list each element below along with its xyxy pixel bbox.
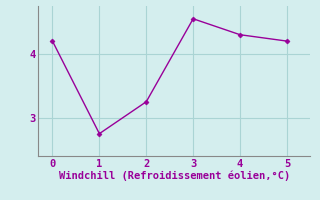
X-axis label: Windchill (Refroidissement éolien,°C): Windchill (Refroidissement éolien,°C)	[59, 170, 290, 181]
